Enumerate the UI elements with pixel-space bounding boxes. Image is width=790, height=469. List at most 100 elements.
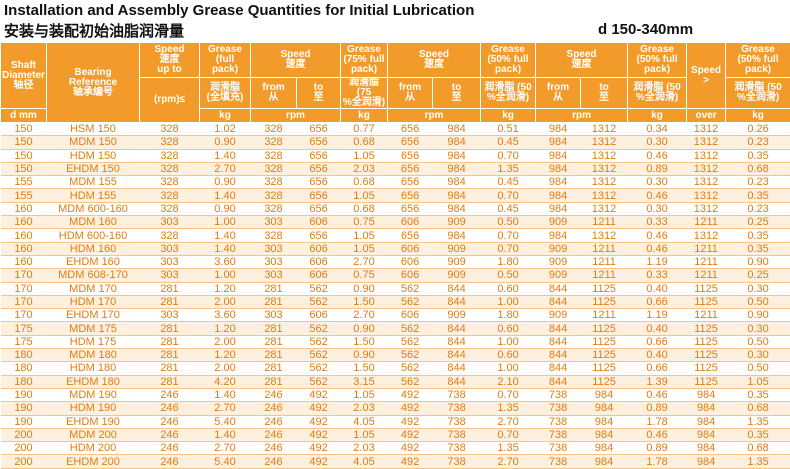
- data-cell: MDM 608-170: [47, 269, 140, 282]
- data-cell: 0.60: [481, 322, 536, 335]
- data-cell: 1.40: [200, 388, 251, 401]
- data-cell: 1211: [581, 216, 628, 229]
- data-cell: 155: [1, 189, 47, 202]
- data-cell: MDM 180: [47, 349, 140, 362]
- data-cell: 1125: [581, 375, 628, 388]
- header-line: 润滑脂 (75: [341, 78, 387, 98]
- data-cell: 1312: [581, 123, 628, 136]
- data-cell: 150: [1, 149, 47, 162]
- data-cell: 656: [297, 176, 341, 189]
- data-cell: 2.00: [200, 362, 251, 375]
- data-cell: 656: [297, 189, 341, 202]
- data-cell: 1312: [581, 149, 628, 162]
- data-cell: 2.70: [200, 162, 251, 175]
- header-line: Reference: [47, 78, 139, 88]
- data-cell: 0.60: [481, 349, 536, 362]
- data-cell: 303: [140, 269, 200, 282]
- data-cell: 303: [251, 309, 297, 322]
- data-cell: 328: [140, 149, 200, 162]
- data-cell: 1211: [581, 242, 628, 255]
- data-cell: 562: [297, 362, 341, 375]
- data-cell: 150: [1, 162, 47, 175]
- header-cell: (rpm)≤: [140, 78, 200, 123]
- data-cell: 1125: [687, 295, 726, 308]
- data-cell: 2.70: [481, 455, 536, 468]
- data-cell: 328: [251, 162, 297, 175]
- data-cell: 0.90: [200, 136, 251, 149]
- data-cell: 1312: [687, 162, 726, 175]
- data-cell: 155: [1, 176, 47, 189]
- header-cell: rpm: [536, 109, 628, 123]
- data-cell: 1.40: [200, 189, 251, 202]
- data-cell: 984: [687, 402, 726, 415]
- header-line: up to: [140, 65, 199, 75]
- data-cell: 1312: [581, 136, 628, 149]
- data-cell: 1125: [687, 375, 726, 388]
- data-cell: 844: [433, 375, 481, 388]
- data-cell: 0.40: [628, 349, 687, 362]
- data-cell: MDM 600-160: [47, 202, 140, 215]
- data-cell: 1312: [581, 189, 628, 202]
- data-cell: 738: [536, 428, 581, 441]
- data-cell: 4.05: [341, 415, 388, 428]
- data-cell: 328: [251, 176, 297, 189]
- data-cell: 0.75: [341, 216, 388, 229]
- data-cell: MDM 160: [47, 216, 140, 229]
- header-line: >: [687, 76, 725, 86]
- data-cell: 246: [251, 402, 297, 415]
- data-cell: 246: [140, 428, 200, 441]
- header-line: rpm: [251, 111, 340, 121]
- header-line: %全润滑): [341, 98, 387, 108]
- data-cell: 170: [1, 269, 47, 282]
- data-cell: 170: [1, 295, 47, 308]
- data-cell: 1125: [581, 349, 628, 362]
- title: Installation and Assembly Grease Quantit…: [4, 2, 474, 19]
- data-cell: HDM 155: [47, 189, 140, 202]
- data-cell: 0.45: [481, 136, 536, 149]
- data-cell: 3.15: [341, 375, 388, 388]
- data-cell: 0.68: [726, 442, 790, 455]
- data-cell: 606: [388, 309, 433, 322]
- data-cell: 738: [536, 402, 581, 415]
- header-line: kg: [341, 111, 387, 121]
- data-cell: 1.78: [628, 415, 687, 428]
- data-cell: 2.70: [200, 442, 251, 455]
- data-cell: 562: [297, 375, 341, 388]
- data-cell: HDM 200: [47, 442, 140, 455]
- data-cell: 281: [251, 335, 297, 348]
- header-line: 轴径: [1, 81, 46, 91]
- data-cell: 246: [251, 455, 297, 468]
- data-cell: 738: [536, 388, 581, 401]
- data-cell: 562: [297, 282, 341, 295]
- data-cell: 984: [536, 136, 581, 149]
- data-cell: 1.35: [726, 415, 790, 428]
- data-cell: 606: [388, 242, 433, 255]
- data-cell: 984: [433, 149, 481, 162]
- data-cell: 0.45: [481, 202, 536, 215]
- data-cell: 562: [297, 322, 341, 335]
- data-cell: 0.35: [726, 229, 790, 242]
- data-cell: 984: [581, 455, 628, 468]
- data-cell: 492: [297, 428, 341, 441]
- data-cell: 909: [433, 269, 481, 282]
- data-cell: 0.70: [481, 242, 536, 255]
- data-cell: 606: [297, 309, 341, 322]
- data-cell: 0.50: [726, 362, 790, 375]
- data-cell: 328: [140, 136, 200, 149]
- header-cell: rpm: [388, 109, 481, 123]
- data-cell: 0.30: [726, 349, 790, 362]
- data-cell: 246: [140, 402, 200, 415]
- data-cell: 1.05: [341, 388, 388, 401]
- data-cell: 1312: [687, 229, 726, 242]
- header-line: 轴承编号: [47, 88, 139, 98]
- data-cell: 0.50: [726, 335, 790, 348]
- data-cell: 909: [433, 255, 481, 268]
- data-cell: 1312: [687, 189, 726, 202]
